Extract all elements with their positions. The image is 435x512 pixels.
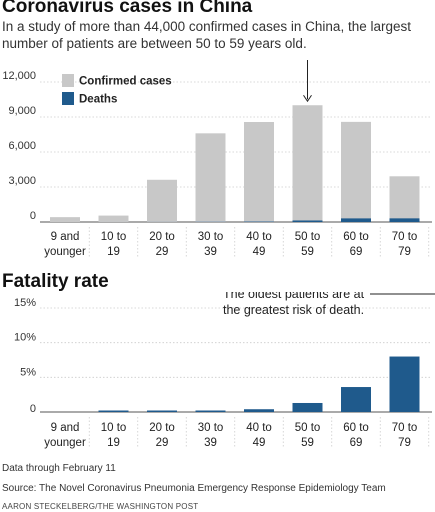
bar-deaths (292, 220, 323, 222)
y-tick-label: 0 (30, 403, 36, 415)
annotation-text: The oldest patients are at (223, 292, 365, 301)
x-tick-label: 30 to (198, 231, 224, 243)
x-tick-label: 60 to (343, 231, 369, 243)
y-tick-label: 15% (14, 297, 36, 309)
chart-title-cases: Coronavirus cases in China (2, 0, 253, 17)
y-tick-label: 12,000 (2, 70, 36, 82)
bar-confirmed-cases (389, 176, 420, 222)
bar-confirmed-cases (147, 179, 177, 222)
x-tick-label: 39 (204, 437, 217, 449)
x-tick-label: 29 (156, 437, 169, 449)
bar-fatality-rate (195, 410, 226, 412)
y-tick-label: 10% (14, 332, 36, 344)
x-tick-label: 60 to (343, 422, 369, 434)
bar-confirmed-cases (341, 121, 371, 222)
bar-confirmed-cases (292, 105, 323, 222)
bar-fatality-rate (341, 387, 371, 412)
x-tick-label: 49 (253, 246, 266, 258)
x-tick-label: 19 (107, 246, 120, 258)
y-tick-label: 5% (20, 366, 36, 378)
x-tick-label: 50 to (295, 231, 321, 243)
cases-chart: 0 3,000 6,000 9,000 12,000 9 and younger 10 to 1… (2, 60, 432, 258)
x-tick-label: 10 to (101, 422, 127, 434)
x-tick-label: 20 to (149, 231, 175, 243)
bar-deaths (389, 218, 420, 222)
bar-confirmed-cases (50, 217, 80, 222)
credit-line: AARON STECKELBERG/THE WASHINGTON POST (2, 502, 199, 511)
legend-swatch (62, 74, 74, 87)
x-tick-label: younger (44, 246, 86, 258)
legend-swatch (62, 92, 74, 105)
annotation-text: the greatest risk of death. (223, 303, 364, 317)
bar-fatality-rate (244, 409, 274, 412)
x-tick-label: 70 to (392, 422, 418, 434)
x-tick-label: 29 (156, 246, 169, 258)
annotation-arrow-line (370, 293, 435, 295)
x-tick-label: 70 to (392, 231, 418, 243)
x-tick-label: 39 (204, 246, 217, 258)
fatality-chart: 0 5% 10% 15% 9 and younger 10 to 19 20 to 29 30 to… (14, 292, 435, 449)
x-tick-label: 10 to (101, 231, 127, 243)
x-tick-label: 9 and (51, 231, 80, 243)
x-tick-label: 20 to (149, 422, 175, 434)
y-tick-label: 6,000 (8, 140, 36, 152)
y-tick-label: 0 (30, 210, 36, 222)
x-tick-label: younger (44, 437, 86, 449)
bar-fatality-rate (389, 356, 420, 412)
x-tick-label: 40 to (246, 422, 272, 434)
chart-subtitle: In a study of more than 44,000 confirmed… (2, 19, 411, 51)
x-tick-label: 69 (350, 437, 363, 449)
bar-confirmed-cases (244, 122, 274, 222)
annotation-arrow-head (303, 94, 312, 103)
legend-label: Confirmed cases (79, 76, 172, 88)
bar-fatality-rate (147, 410, 177, 412)
bar-deaths (341, 218, 371, 222)
x-tick-label: 40 to (246, 231, 272, 243)
bar-fatality-rate (292, 402, 323, 412)
x-tick-label: 9 and (51, 422, 80, 434)
source-note: Source: The Novel Coronavirus Pneumonia … (2, 483, 386, 494)
x-tick-label: 59 (301, 437, 314, 449)
bar-confirmed-cases (98, 215, 129, 222)
y-tick-label: 9,000 (8, 105, 36, 117)
chart-title-fatality: Fatality rate (2, 271, 109, 292)
x-tick-label: 79 (398, 246, 411, 258)
x-tick-label: 19 (107, 437, 120, 449)
x-tick-label: 30 to (198, 422, 224, 434)
x-tick-label: 59 (301, 246, 314, 258)
legend-label: Deaths (79, 94, 117, 106)
bar-confirmed-cases (195, 133, 226, 222)
data-note: Data through February 11 (2, 463, 116, 474)
y-tick-label: 3,000 (8, 175, 36, 187)
x-tick-label: 79 (398, 437, 411, 449)
x-tick-label: 49 (253, 437, 266, 449)
bar-fatality-rate (98, 410, 129, 412)
x-tick-label: 50 to (295, 422, 321, 434)
x-tick-label: 69 (350, 246, 363, 258)
